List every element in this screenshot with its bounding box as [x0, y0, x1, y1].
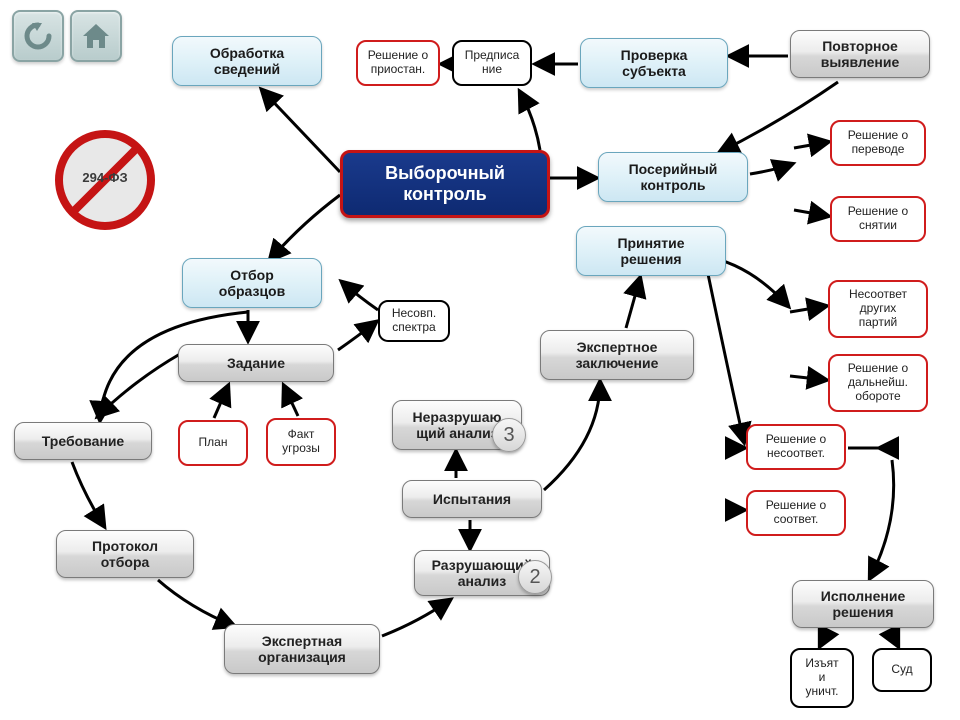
node-ispyt: Испытания	[402, 480, 542, 518]
node-label: Суд	[891, 663, 912, 677]
node-label: Решение о несоответ.	[766, 433, 826, 461]
node-label: Несоответ других партий	[849, 288, 907, 329]
node-obrabotka: Обработка сведений	[172, 36, 322, 86]
node-label: Экспертная организация	[258, 633, 346, 665]
node-predpisanie: Предписа ние	[452, 40, 532, 86]
node-label: Повторное выявление	[821, 38, 900, 70]
node-fakt: Факт угрозы	[266, 418, 336, 466]
node-label: Неразрушаю щий анализ	[413, 409, 502, 441]
flowchart-canvas: 294-ФЗ Выборочный контроль Обработка свед…	[0, 0, 960, 720]
node-label: Решение о приостан.	[368, 49, 428, 77]
node-nesootv_dr: Несоответ других партий	[828, 280, 928, 338]
node-proverka: Проверка субъекта	[580, 38, 728, 88]
node-reshenie_nes: Решение о несоответ.	[746, 424, 846, 470]
node-sud: Суд	[872, 648, 932, 692]
circle-2: 2	[518, 560, 552, 594]
node-label: Факт угрозы	[282, 428, 320, 456]
node-trebovanie: Требование	[14, 422, 152, 460]
node-label: План	[199, 436, 228, 450]
node-reshenie_sn: Решение о снятии	[830, 196, 926, 242]
node-label: Изъят и уничт.	[805, 657, 838, 698]
node-label: Решение о снятии	[848, 205, 908, 233]
back-button[interactable]	[12, 10, 64, 62]
node-ispolnenie: Исполнение решения	[792, 580, 934, 628]
node-label: Требование	[42, 433, 124, 449]
node-center: Выборочный контроль	[340, 150, 550, 218]
node-label: Протокол отбора	[92, 538, 158, 570]
node-izyat: Изъят и уничт.	[790, 648, 854, 708]
node-label: Решение о переводе	[848, 129, 908, 157]
circle-3: 3	[492, 418, 526, 452]
node-label: Посерийный контроль	[629, 161, 718, 193]
node-expert_org: Экспертная организация	[224, 624, 380, 674]
home-button[interactable]	[70, 10, 122, 62]
home-icon	[79, 19, 113, 53]
node-plan: План	[178, 420, 248, 466]
node-label: Экспертное заключение	[576, 339, 659, 371]
node-reshenie_dal: Решение о дальнейш. обороте	[828, 354, 928, 412]
prohibition-sign: 294-ФЗ	[55, 130, 155, 230]
node-label: Обработка сведений	[210, 45, 284, 77]
node-reshenie_per: Решение о переводе	[830, 120, 926, 166]
node-label: Принятие решения	[617, 235, 684, 267]
node-label: Отбор образцов	[219, 267, 285, 299]
node-label: Предписа ние	[465, 49, 520, 77]
node-poseriyny: Посерийный контроль	[598, 152, 748, 202]
node-protokol: Протокол отбора	[56, 530, 194, 578]
node-prinyatie: Принятие решения	[576, 226, 726, 276]
node-label: Разрушающий анализ	[432, 557, 533, 589]
node-label: Решение о дальнейш. обороте	[848, 362, 908, 403]
node-nesovp: Несовп. спектра	[378, 300, 450, 342]
node-reshenie_soo: Решение о соответ.	[746, 490, 846, 536]
node-reshenie_pr: Решение о приостан.	[356, 40, 440, 86]
node-label: Исполнение решения	[821, 588, 906, 620]
node-label: Проверка субъекта	[621, 47, 688, 79]
node-zadanie: Задание	[178, 344, 334, 382]
back-icon	[21, 19, 55, 53]
node-expert_z: Экспертное заключение	[540, 330, 694, 380]
prohibition-label: 294-ФЗ	[55, 170, 155, 185]
node-label: Решение о соответ.	[766, 499, 826, 527]
node-label: Испытания	[433, 491, 511, 507]
node-label: Задание	[227, 355, 285, 371]
node-label: Несовп. спектра	[392, 307, 436, 335]
node-povtornoe: Повторное выявление	[790, 30, 930, 78]
node-otbor: Отбор образцов	[182, 258, 322, 308]
node-label: Выборочный контроль	[385, 163, 505, 204]
